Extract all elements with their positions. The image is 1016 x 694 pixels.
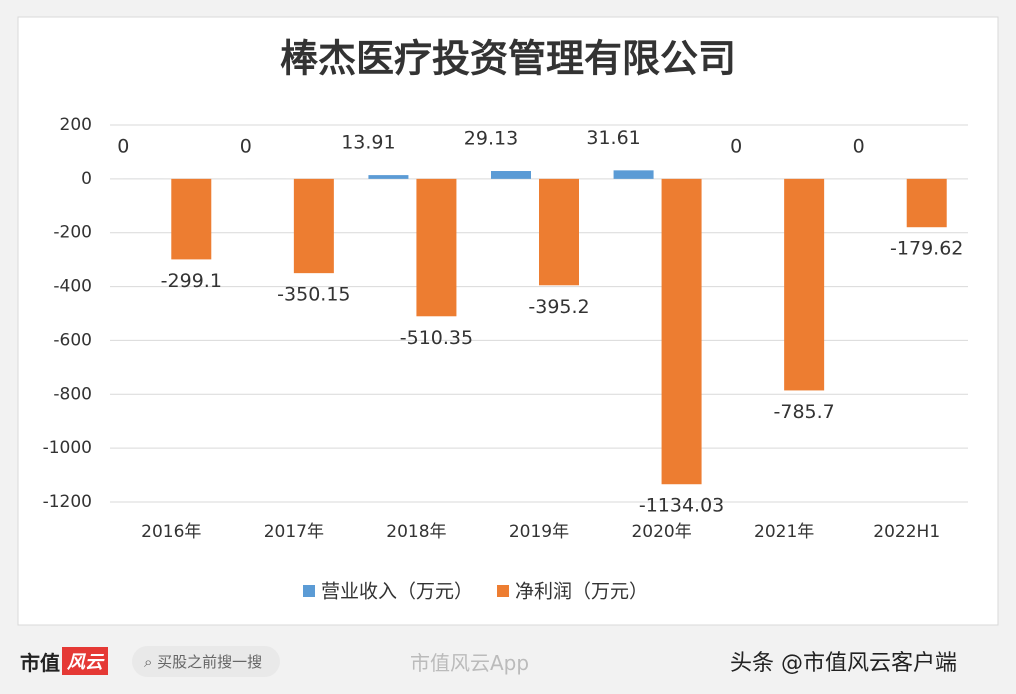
x-tick-label: 2020年 bbox=[631, 522, 691, 542]
data-label: -785.7 bbox=[774, 401, 835, 423]
data-label: -299.1 bbox=[161, 270, 222, 292]
search-box[interactable]: ⌕ 买股之前搜一搜 bbox=[132, 636, 281, 686]
y-tick-label: 200 bbox=[60, 115, 92, 135]
data-label: -395.2 bbox=[528, 296, 589, 318]
legend-label: 营业收入（万元） bbox=[321, 581, 473, 603]
logo-text: 市值 bbox=[20, 650, 60, 675]
chart-title: 棒杰医疗投资管理有限公司 bbox=[280, 36, 736, 81]
y-tick-label: 0 bbox=[81, 169, 92, 189]
bar bbox=[171, 178, 212, 260]
legend-label: 净利润（万元） bbox=[515, 581, 648, 603]
y-tick-label: -1000 bbox=[43, 438, 92, 458]
search-pill[interactable]: ⌕ 买股之前搜一搜 bbox=[132, 645, 281, 677]
data-label: 0 bbox=[853, 135, 865, 157]
data-label: 31.61 bbox=[586, 127, 640, 149]
bar bbox=[784, 178, 825, 391]
x-tick-label: 2018年 bbox=[386, 522, 446, 542]
y-tick-label: -1200 bbox=[43, 492, 92, 512]
logo: 市值 风云 bbox=[20, 636, 108, 686]
search-text: 买股之前搜一搜 bbox=[157, 652, 263, 671]
logo-badge: 风云 bbox=[62, 647, 108, 675]
bar bbox=[661, 178, 702, 485]
y-tick-label: -800 bbox=[53, 384, 92, 404]
x-tick-label: 2016年 bbox=[141, 522, 201, 542]
x-tick-label: 2017年 bbox=[264, 522, 324, 542]
data-label: -1134.03 bbox=[639, 495, 724, 517]
legend-swatch bbox=[303, 585, 315, 597]
x-tick-label: 2019年 bbox=[509, 522, 569, 542]
bar bbox=[416, 178, 457, 317]
byline: 头条 @市值风云客户端 bbox=[730, 636, 957, 686]
bar bbox=[906, 178, 947, 228]
chart: 棒杰医疗投资管理有限公司 200 0 -200 -400 -600 -800 -1000 -1… bbox=[17, 16, 999, 626]
y-tick-label: -400 bbox=[53, 277, 92, 297]
x-tick-label: 2021年 bbox=[754, 522, 814, 542]
chart-frame bbox=[17, 16, 999, 626]
bar bbox=[491, 171, 531, 179]
y-tick-label: -200 bbox=[53, 223, 92, 243]
data-label: -350.15 bbox=[277, 284, 350, 306]
data-label: 13.91 bbox=[341, 132, 395, 154]
byline-text: 头条 @市值风云客户端 bbox=[730, 651, 957, 676]
legend-swatch bbox=[497, 585, 510, 597]
data-label: 0 bbox=[240, 135, 252, 157]
data-label: -510.35 bbox=[400, 327, 473, 349]
watermark-text: 市值风云App bbox=[410, 650, 530, 675]
y-tick-label: -600 bbox=[53, 330, 92, 350]
bar bbox=[293, 178, 334, 274]
data-label: 0 bbox=[730, 135, 742, 157]
bar bbox=[368, 175, 409, 179]
bar bbox=[613, 170, 654, 179]
bar bbox=[539, 178, 579, 286]
data-label: 0 bbox=[117, 135, 129, 157]
data-label: 29.13 bbox=[464, 128, 518, 150]
data-label: -179.62 bbox=[890, 238, 963, 260]
x-tick-label: 2022H1 bbox=[873, 522, 940, 542]
watermark: 市值风云App bbox=[410, 636, 529, 686]
